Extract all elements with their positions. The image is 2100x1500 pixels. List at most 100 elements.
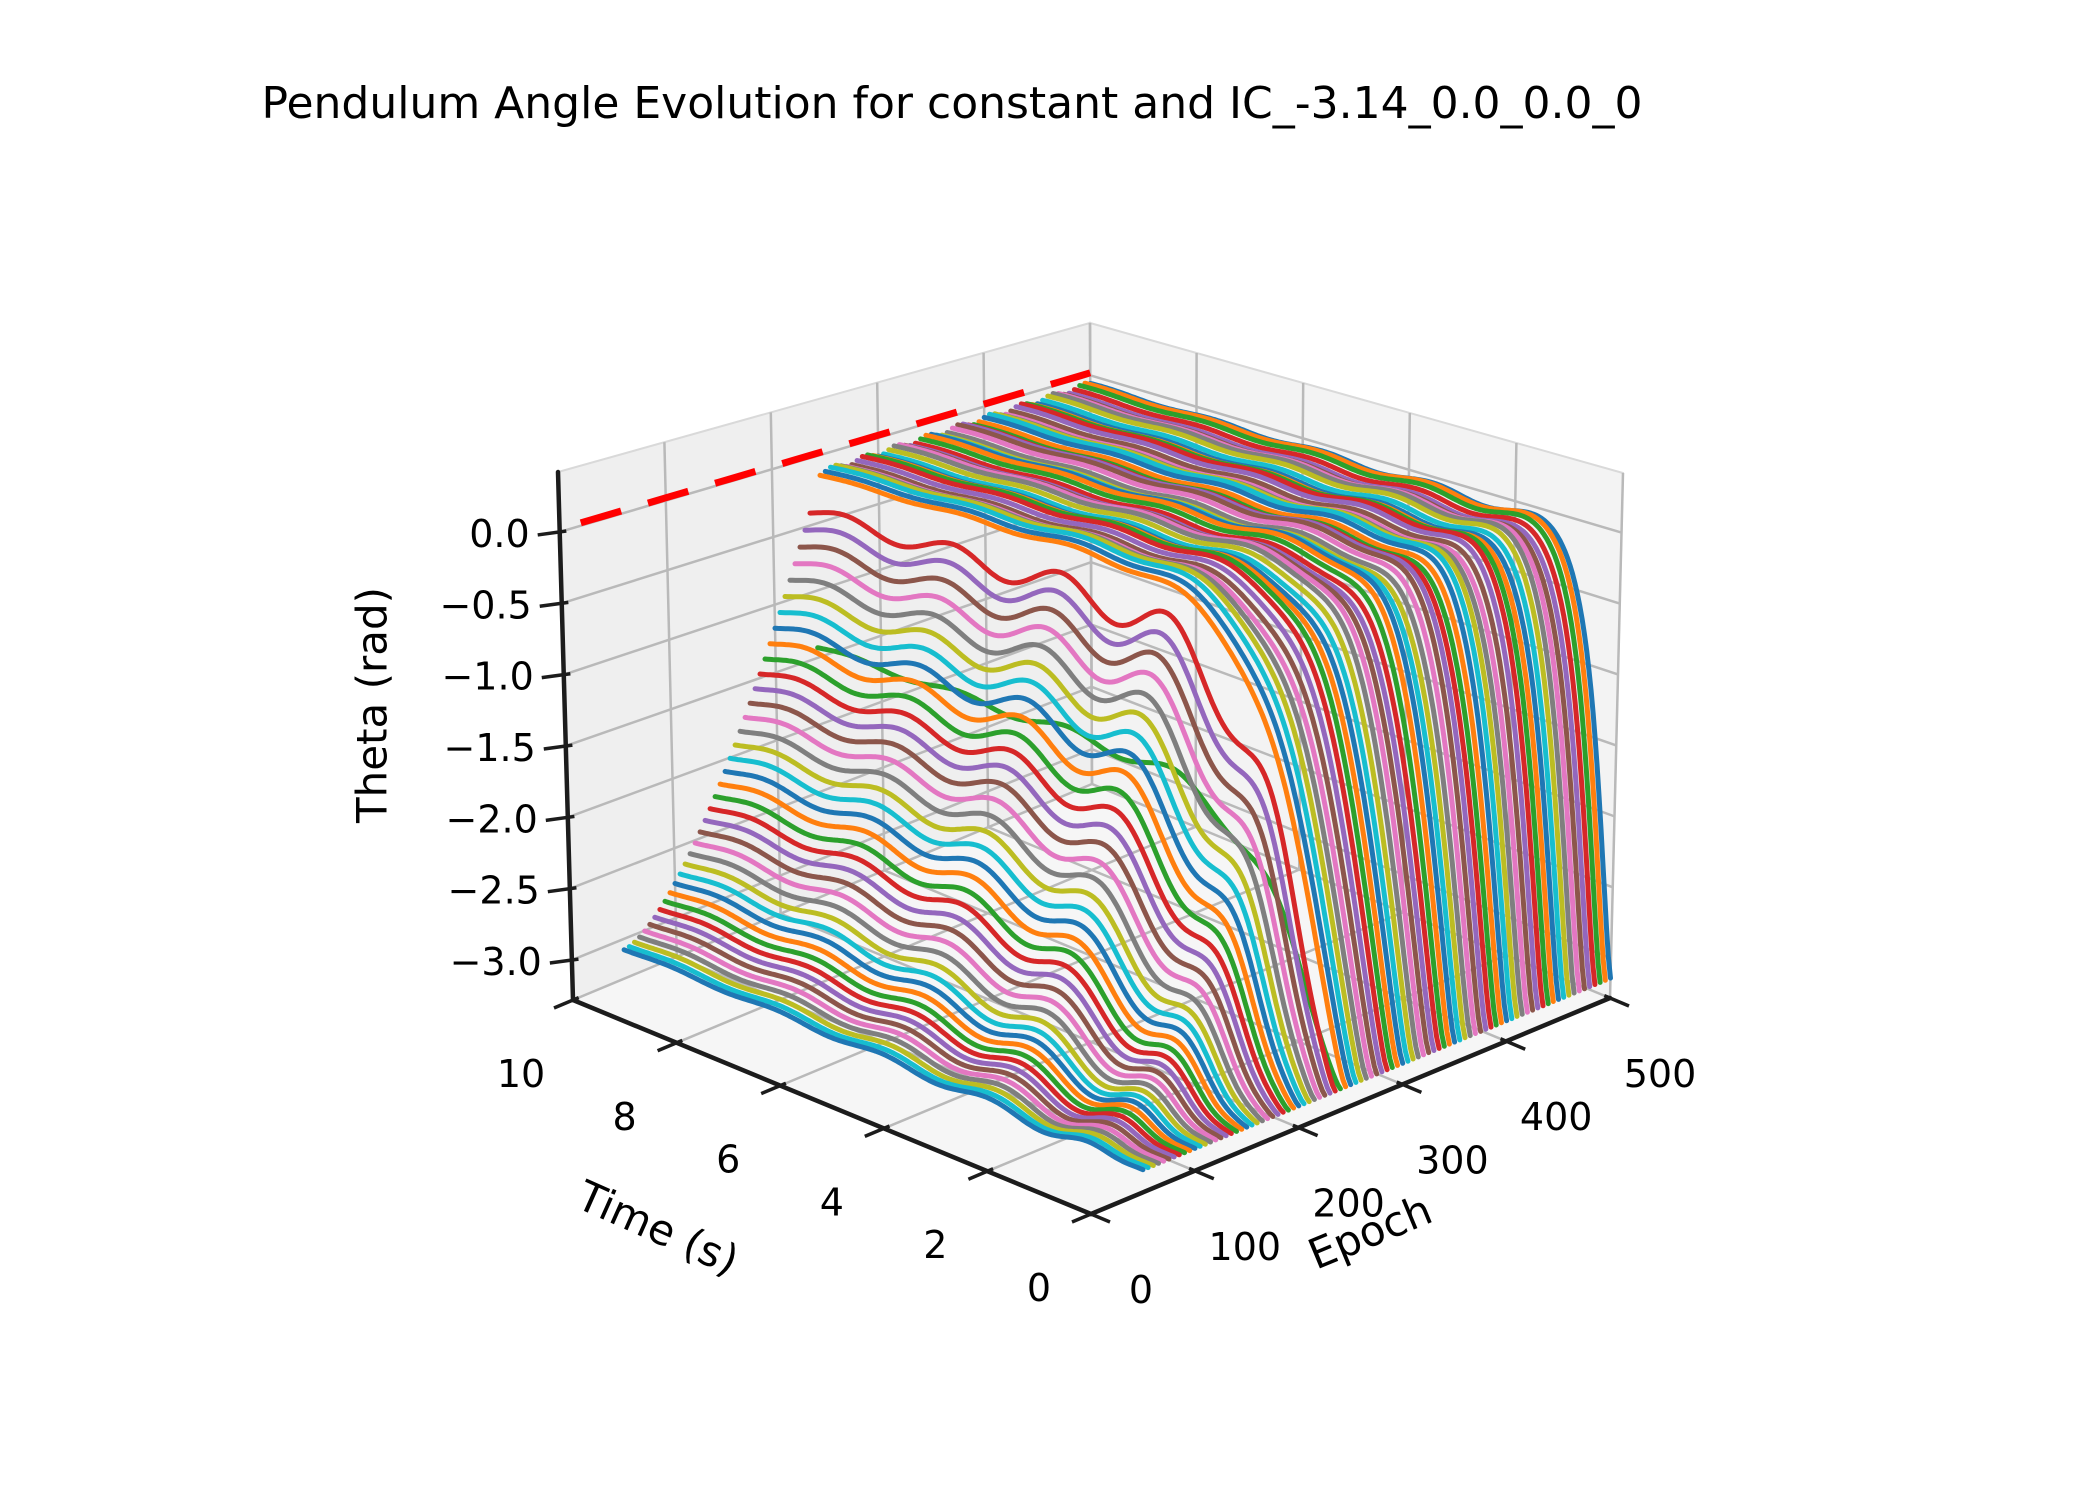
curve-converged-epoch (1040, 397, 1567, 1000)
epoch-tick-label: 0 (1129, 1268, 1153, 1312)
z-tick-label: −3.0 (450, 940, 542, 984)
z-axis-label: Theta (rad) (347, 586, 397, 824)
curve-early-epoch (737, 728, 1265, 1124)
z-tick (539, 600, 569, 609)
curve-early-epoch (767, 641, 1297, 1111)
time-tick (553, 995, 580, 1010)
curve-early-epoch (657, 907, 1182, 1158)
curve-early-epoch (802, 527, 1333, 1096)
curve-converged-epoch (859, 454, 1390, 1073)
time-tick-label: 8 (613, 1095, 637, 1139)
curve-converged-epoch (1045, 393, 1572, 998)
curve-early-epoch (672, 881, 1198, 1151)
epoch-tick (1603, 993, 1630, 1008)
curve-converged-epoch (1050, 391, 1577, 996)
curve-converged-epoch (896, 442, 1426, 1058)
epoch-tick (1188, 1166, 1215, 1181)
time-tick (760, 1081, 787, 1096)
epoch-tick (1396, 1080, 1423, 1095)
time-tick (967, 1167, 994, 1181)
grid-epoch-wall (769, 412, 782, 914)
curve-converged-epoch (865, 452, 1395, 1070)
epoch-tick-label: 400 (1520, 1095, 1593, 1139)
curve-converged-epoch (1018, 401, 1546, 1009)
time-tick-label: 4 (820, 1180, 844, 1224)
curve-early-epoch (807, 510, 1338, 1094)
time-tick (864, 1124, 891, 1139)
curve-early-epoch (662, 898, 1187, 1156)
curve-converged-epoch (944, 430, 1473, 1039)
curve-converged-epoch (1008, 408, 1536, 1013)
grid-z-left (569, 685, 1093, 890)
z-tick-label: −0.5 (439, 583, 531, 627)
grid-epoch-wall (663, 442, 679, 957)
curve-converged-epoch (912, 440, 1442, 1051)
z-tick (547, 886, 577, 894)
curve-early-epoch (712, 794, 1239, 1134)
z-tick-label: −1.0 (441, 655, 533, 699)
epoch-tick (1292, 1123, 1319, 1138)
curve-converged-epoch (1013, 404, 1541, 1011)
curve-converged-epoch (987, 411, 1515, 1022)
curve-early-epoch (797, 544, 1328, 1098)
curve-converged-epoch (923, 432, 1452, 1047)
epoch-axis-line (1088, 995, 1613, 1217)
curve-converged-epoch (828, 464, 1359, 1085)
curve-early-epoch (652, 914, 1177, 1160)
grid-z-left (567, 623, 1092, 819)
curve-early-epoch (702, 817, 1229, 1139)
time-tick (656, 1038, 683, 1053)
curve-early-epoch (692, 840, 1219, 1143)
time-axis-line (570, 997, 1094, 1217)
curve-early-epoch (707, 806, 1234, 1136)
z-tick (537, 529, 567, 537)
curve-early-epoch (717, 781, 1245, 1132)
epoch-tick (1499, 1037, 1526, 1051)
z-axis-line (555, 469, 576, 1003)
curve-early-epoch (742, 714, 1271, 1122)
curve-converged-epoch (881, 451, 1411, 1064)
curve-early-epoch (762, 656, 1291, 1113)
curve-converged-epoch (1071, 387, 1598, 987)
curve-early-epoch (727, 755, 1255, 1128)
curve-early-epoch (772, 625, 1302, 1109)
epoch-tick-label: 500 (1624, 1052, 1697, 1096)
epoch-tick-label: 300 (1416, 1138, 1489, 1182)
grid-z-right (1089, 374, 1622, 534)
curve-early-epoch (757, 671, 1286, 1115)
curve-early-epoch (621, 947, 1146, 1173)
curve-early-epoch (722, 768, 1250, 1130)
curve-early-epoch (777, 610, 1307, 1107)
epoch-tick (1084, 1209, 1111, 1224)
curve-early-epoch (697, 829, 1224, 1141)
curve-converged-epoch (918, 436, 1447, 1049)
curve-converged-epoch (981, 414, 1510, 1024)
curve-early-epoch (677, 871, 1203, 1149)
curve-early-epoch (752, 686, 1281, 1117)
curve-converged-epoch (949, 425, 1478, 1036)
curve-early-epoch (687, 851, 1213, 1145)
curve-converged-epoch (1077, 383, 1603, 985)
z-tick-label: −2.5 (448, 869, 540, 913)
z-tick (545, 814, 575, 823)
curve-converged-epoch (976, 419, 1504, 1026)
curve-early-epoch (787, 577, 1317, 1102)
curve-early-epoch (667, 890, 1193, 1154)
curve-early-epoch (637, 934, 1161, 1166)
z-tick (549, 957, 579, 965)
curve-converged-epoch (849, 462, 1380, 1077)
curve-early-epoch (632, 939, 1156, 1168)
grid-time-wall (1608, 472, 1625, 999)
epoch-tick-label: 200 (1312, 1182, 1385, 1226)
target-theta-line (579, 369, 1092, 527)
curve-converged-epoch (891, 443, 1421, 1060)
curve-early-epoch (626, 944, 1151, 1171)
grid-z-left (565, 561, 1092, 748)
curve-early-epoch (682, 861, 1208, 1147)
epoch-tick-label: 100 (1209, 1225, 1282, 1269)
curve-converged-epoch (822, 468, 1354, 1088)
curve-early-epoch (642, 928, 1167, 1164)
z-tick-label: −1.5 (444, 726, 536, 770)
